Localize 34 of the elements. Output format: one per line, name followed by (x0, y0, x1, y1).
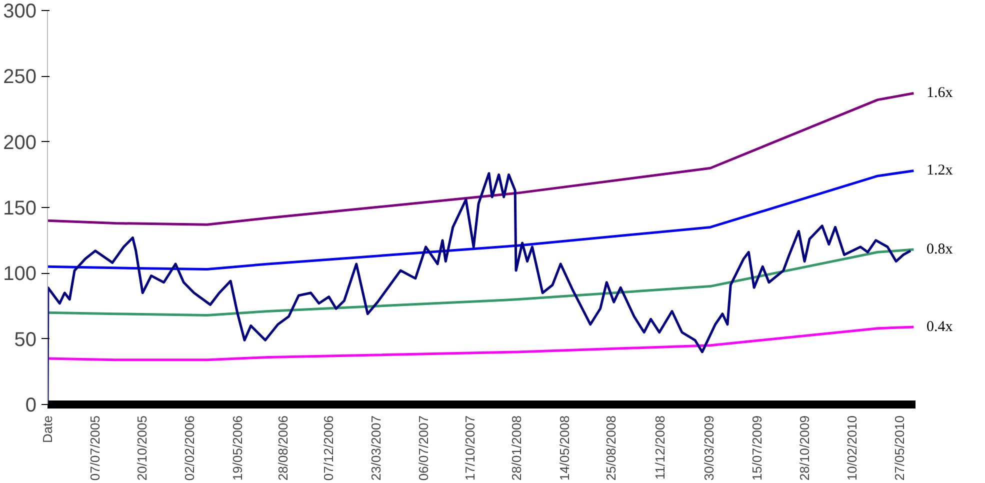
x-tick-label: 15/07/2009 (750, 415, 765, 481)
x-tick-label: Date (40, 415, 55, 443)
x-tick-label: 11/12/2008 (652, 415, 668, 480)
x-tick-label: 25/08/2008 (604, 415, 619, 481)
series-label: 0.4x (926, 319, 954, 336)
y-tick-label: 0 (25, 394, 36, 416)
y-tick-label: 300 (3, 0, 37, 22)
x-tick-label: 28/08/2006 (275, 415, 290, 481)
x-tick-label: 19/05/2006 (230, 415, 245, 481)
y-tick-label: 250 (3, 66, 37, 88)
x-tick-label: 14/05/2008 (557, 415, 572, 481)
x-tick-label: 20/10/2005 (134, 415, 150, 481)
x-tick-label: 07/12/2006 (320, 415, 336, 481)
series-label: 1.2x (926, 162, 954, 179)
x-tick-label: 23/03/2007 (368, 415, 384, 481)
y-tick-label: 50 (14, 328, 37, 351)
x-tick-label: 07/07/2005 (87, 415, 102, 481)
x-tick-label: 10/02/2010 (844, 415, 860, 481)
line-series (48, 92, 915, 226)
x-tick-label: 28/01/2008 (508, 415, 524, 481)
y-tick-label: 200 (3, 132, 37, 154)
x-tick-label: 30/03/2009 (701, 415, 716, 481)
x-tick-label: 17/10/2007 (462, 415, 478, 481)
series-label: 0.8x (926, 242, 954, 258)
x-tick-label: 28/10/2009 (797, 415, 812, 481)
x-tick-label: 06/07/2007 (416, 415, 432, 481)
line-series (48, 326, 915, 362)
line-series (48, 248, 915, 316)
series-label: 1.6x (926, 85, 954, 102)
x-tick-label: 27/05/2010 (892, 415, 908, 481)
x-tick-label: 02/02/2006 (182, 415, 198, 481)
y-tick-label: 100 (3, 263, 37, 286)
y-tick-label: 150 (3, 198, 37, 220)
line-series (48, 169, 915, 270)
